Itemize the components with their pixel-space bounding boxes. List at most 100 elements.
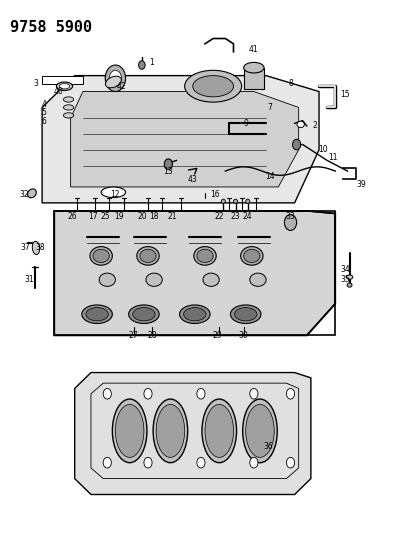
Text: 42: 42 xyxy=(117,82,126,91)
Ellipse shape xyxy=(99,273,115,286)
Ellipse shape xyxy=(242,399,276,463)
Text: 31: 31 xyxy=(24,275,34,284)
Ellipse shape xyxy=(196,249,213,263)
Text: 22: 22 xyxy=(214,212,223,221)
Text: 38: 38 xyxy=(35,244,45,253)
Circle shape xyxy=(109,70,121,86)
Ellipse shape xyxy=(179,305,209,324)
Ellipse shape xyxy=(137,247,159,265)
Text: 19: 19 xyxy=(115,212,124,221)
Ellipse shape xyxy=(63,105,74,110)
Ellipse shape xyxy=(234,308,256,321)
Text: 24: 24 xyxy=(243,212,252,221)
Ellipse shape xyxy=(243,62,263,73)
Text: 28: 28 xyxy=(147,331,156,340)
Ellipse shape xyxy=(243,249,259,263)
Ellipse shape xyxy=(115,405,144,457)
Text: 2: 2 xyxy=(312,122,317,131)
Circle shape xyxy=(286,457,294,468)
Ellipse shape xyxy=(82,305,112,324)
Polygon shape xyxy=(42,76,318,203)
Text: 16: 16 xyxy=(210,190,220,199)
Ellipse shape xyxy=(139,249,156,263)
Text: 26: 26 xyxy=(67,212,77,221)
Text: 18: 18 xyxy=(149,212,158,221)
Text: 11: 11 xyxy=(328,154,337,163)
Ellipse shape xyxy=(184,70,241,102)
Text: 20: 20 xyxy=(137,212,146,221)
Ellipse shape xyxy=(245,199,249,204)
Circle shape xyxy=(138,61,145,69)
Text: 35: 35 xyxy=(340,275,350,284)
Ellipse shape xyxy=(233,199,237,204)
Text: 43: 43 xyxy=(187,174,197,183)
Ellipse shape xyxy=(63,113,74,118)
Circle shape xyxy=(105,65,125,92)
FancyBboxPatch shape xyxy=(243,68,263,89)
Text: 8: 8 xyxy=(288,79,292,88)
Text: 36: 36 xyxy=(263,442,272,451)
Circle shape xyxy=(292,139,300,150)
Ellipse shape xyxy=(202,399,236,463)
Text: 21: 21 xyxy=(167,212,177,221)
Ellipse shape xyxy=(59,84,70,89)
Text: 33: 33 xyxy=(285,212,294,221)
Text: 12: 12 xyxy=(110,190,120,199)
Ellipse shape xyxy=(221,199,225,204)
Ellipse shape xyxy=(32,241,40,255)
Ellipse shape xyxy=(105,76,121,88)
Text: 14: 14 xyxy=(265,172,274,181)
Text: 41: 41 xyxy=(248,45,258,54)
Circle shape xyxy=(103,457,111,468)
Ellipse shape xyxy=(133,308,155,321)
Circle shape xyxy=(144,389,152,399)
Ellipse shape xyxy=(112,399,146,463)
Text: 25: 25 xyxy=(100,212,110,221)
Ellipse shape xyxy=(93,249,109,263)
Ellipse shape xyxy=(85,308,108,321)
Circle shape xyxy=(164,159,172,169)
Ellipse shape xyxy=(56,82,72,91)
Text: 30: 30 xyxy=(238,331,248,340)
Text: 32: 32 xyxy=(19,190,29,199)
Circle shape xyxy=(249,457,257,468)
Text: 37: 37 xyxy=(20,244,30,253)
Ellipse shape xyxy=(90,247,112,265)
Ellipse shape xyxy=(240,247,263,265)
Text: 29: 29 xyxy=(212,331,222,340)
Ellipse shape xyxy=(156,405,184,457)
Ellipse shape xyxy=(101,187,125,198)
Text: 6: 6 xyxy=(42,117,47,126)
Ellipse shape xyxy=(346,283,351,287)
Ellipse shape xyxy=(202,273,219,286)
Ellipse shape xyxy=(128,305,159,324)
FancyBboxPatch shape xyxy=(42,76,83,84)
Circle shape xyxy=(144,457,152,468)
Text: 4: 4 xyxy=(42,100,47,109)
Text: 39: 39 xyxy=(356,180,366,189)
Text: 9758 5900: 9758 5900 xyxy=(9,20,92,35)
Text: 40: 40 xyxy=(54,87,63,96)
Circle shape xyxy=(103,389,111,399)
Ellipse shape xyxy=(245,405,274,457)
Text: 17: 17 xyxy=(88,212,98,221)
Circle shape xyxy=(284,215,296,230)
Text: 10: 10 xyxy=(317,146,327,155)
Ellipse shape xyxy=(183,308,205,321)
Ellipse shape xyxy=(296,121,303,127)
Ellipse shape xyxy=(27,189,36,198)
Ellipse shape xyxy=(63,97,74,102)
Circle shape xyxy=(196,389,204,399)
Ellipse shape xyxy=(346,275,352,279)
Ellipse shape xyxy=(249,273,265,286)
Polygon shape xyxy=(54,211,335,335)
Text: 34: 34 xyxy=(340,265,350,273)
Text: 7: 7 xyxy=(267,103,272,112)
Ellipse shape xyxy=(153,399,187,463)
Ellipse shape xyxy=(204,405,233,457)
Circle shape xyxy=(249,389,257,399)
Polygon shape xyxy=(74,373,310,495)
Text: 9: 9 xyxy=(243,119,247,128)
Polygon shape xyxy=(70,92,298,187)
Ellipse shape xyxy=(230,305,261,324)
